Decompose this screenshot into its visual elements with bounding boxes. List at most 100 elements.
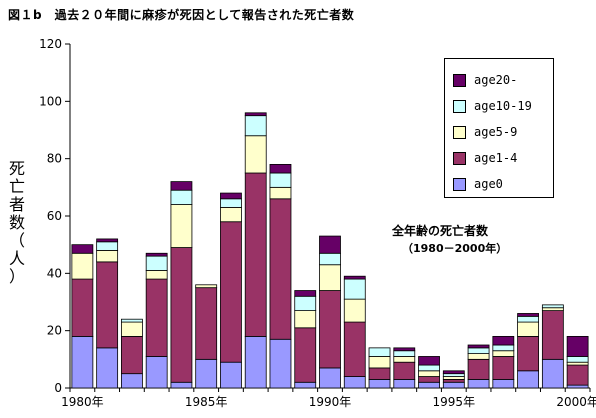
bar-segment-age10-19 <box>319 252 341 266</box>
bar-segment-age20- <box>492 335 515 346</box>
bar-segment-age10-19 <box>121 318 143 323</box>
legend-swatch <box>453 177 466 191</box>
bar-segment-age5-9 <box>170 204 193 248</box>
bar-segment-age0 <box>121 373 143 389</box>
bar-segment-age5-9 <box>294 310 317 329</box>
x-tick-label: 1995年 <box>433 395 476 409</box>
bar-segment-age1-4 <box>269 198 292 340</box>
bar-segment-age10-19 <box>96 241 119 251</box>
bar-segment-age0 <box>145 356 168 389</box>
y-tick-label: 80 <box>47 152 62 166</box>
bar-segment-age1-4 <box>442 378 465 383</box>
bar-segment-age0 <box>442 381 465 389</box>
bar-segment-age5-9 <box>418 370 440 377</box>
bar-segment-age0 <box>393 378 416 389</box>
bar-segment-age5-9 <box>220 206 242 223</box>
bar-segment-age20- <box>393 347 416 352</box>
bar-segment-age1-4 <box>294 327 317 383</box>
legend-item-age1-4: age1-4 <box>445 145 553 171</box>
bar-segment-age1-4 <box>170 247 193 383</box>
bar-segment-age20- <box>566 335 589 357</box>
bar-segment-age0 <box>220 361 242 389</box>
bar-segment-age10-19 <box>145 255 168 271</box>
bar-segment-age5-9 <box>121 321 143 337</box>
bar-segment-age5-9 <box>517 321 539 337</box>
y-tick-label: 100 <box>39 94 62 108</box>
bar-segment-age20- <box>319 235 341 254</box>
bar-segment-age0 <box>343 376 366 389</box>
bar-segment-age10-19 <box>517 315 539 323</box>
bar-segment-age20- <box>418 356 440 366</box>
bar-segment-age5-9 <box>343 298 366 323</box>
bar-segment-age0 <box>244 335 267 389</box>
bar-segment-age10-19 <box>492 344 515 352</box>
y-tick-label: 0 <box>54 381 62 395</box>
bar-segment-age10-19 <box>170 189 193 205</box>
bar-segment-age20- <box>170 181 193 191</box>
x-tick-label: 1980年 <box>61 395 104 409</box>
bar-segment-age20- <box>517 313 539 317</box>
legend-item-age5-9: age5-9 <box>445 119 553 145</box>
legend-label: age20- <box>474 73 518 87</box>
bar-segment-age20- <box>269 163 292 174</box>
bar-segment-age5-9 <box>368 356 391 369</box>
bar-segment-age0 <box>195 358 218 389</box>
bar-segment-age5-9 <box>96 249 119 263</box>
bar-segment-age10-19 <box>442 373 465 377</box>
bar-segment-age0 <box>96 347 119 389</box>
bar-segment-age0 <box>71 335 94 389</box>
bar-segment-age0 <box>418 381 440 389</box>
x-tick-label: 1990年 <box>309 395 352 409</box>
bar-segment-age0 <box>170 381 193 389</box>
bar-segment-age1-4 <box>492 356 515 380</box>
y-tick-label: 60 <box>47 209 62 223</box>
legend-label: age0 <box>474 177 503 191</box>
bar-segment-age1-4 <box>220 221 242 363</box>
bar-segment-age1-4 <box>393 361 416 380</box>
bar-segment-age0 <box>269 338 292 389</box>
x-tick-label: 1985年 <box>185 395 228 409</box>
bar-segment-age20- <box>220 192 242 200</box>
bar-segment-age5-9 <box>269 186 292 200</box>
bar-segment-age5-9 <box>195 284 218 289</box>
bar-segment-age1-4 <box>71 278 94 337</box>
bar-segment-age10-19 <box>541 304 564 309</box>
legend-item-age20-: age20- <box>445 67 553 93</box>
bar-segment-age1-4 <box>418 376 440 383</box>
legend-label: age10-19 <box>474 99 532 113</box>
bar-segment-age1-4 <box>343 321 366 377</box>
bar-segment-age0 <box>566 384 589 389</box>
legend-item-age10-19: age10-19 <box>445 93 553 119</box>
bar-segment-age20- <box>442 370 465 375</box>
chart-annotation-period: （1980－2000年） <box>402 242 508 255</box>
bar-segment-age10-19 <box>343 278 366 300</box>
bar-segment-age5-9 <box>566 361 589 366</box>
legend-swatch <box>453 99 466 113</box>
bar-segment-age0 <box>492 378 515 389</box>
bar-segment-age1-4 <box>145 278 168 357</box>
bar-segment-age5-9 <box>541 307 564 312</box>
y-tick-label: 120 <box>39 37 62 51</box>
bar-segment-age0 <box>319 367 341 389</box>
bar-segment-age5-9 <box>71 252 94 280</box>
chart-annotation: 全年齢の死亡者数 <box>392 224 489 238</box>
bar-segment-age5-9 <box>393 356 416 363</box>
bar-segment-age10-19 <box>244 115 267 137</box>
bar-segment-age20- <box>294 290 317 297</box>
bar-segment-age1-4 <box>244 172 267 337</box>
bar-segment-age1-4 <box>467 358 490 380</box>
bar-segment-age5-9 <box>442 376 465 380</box>
y-tick-label: 20 <box>47 324 62 338</box>
bar-segment-age10-19 <box>418 364 440 372</box>
x-tick-label: 2000年 <box>556 395 596 409</box>
bar-segment-age10-19 <box>393 350 416 357</box>
bar-segment-age0 <box>517 370 539 389</box>
bar-segment-age20- <box>244 112 267 117</box>
bar-segment-age0 <box>294 381 317 389</box>
bar-segment-age5-9 <box>467 353 490 360</box>
bar-segment-age10-19 <box>467 347 490 355</box>
bar-segment-age1-4 <box>195 287 218 360</box>
bar-segment-age1-4 <box>517 335 539 372</box>
bar-segment-age20- <box>343 275 366 280</box>
